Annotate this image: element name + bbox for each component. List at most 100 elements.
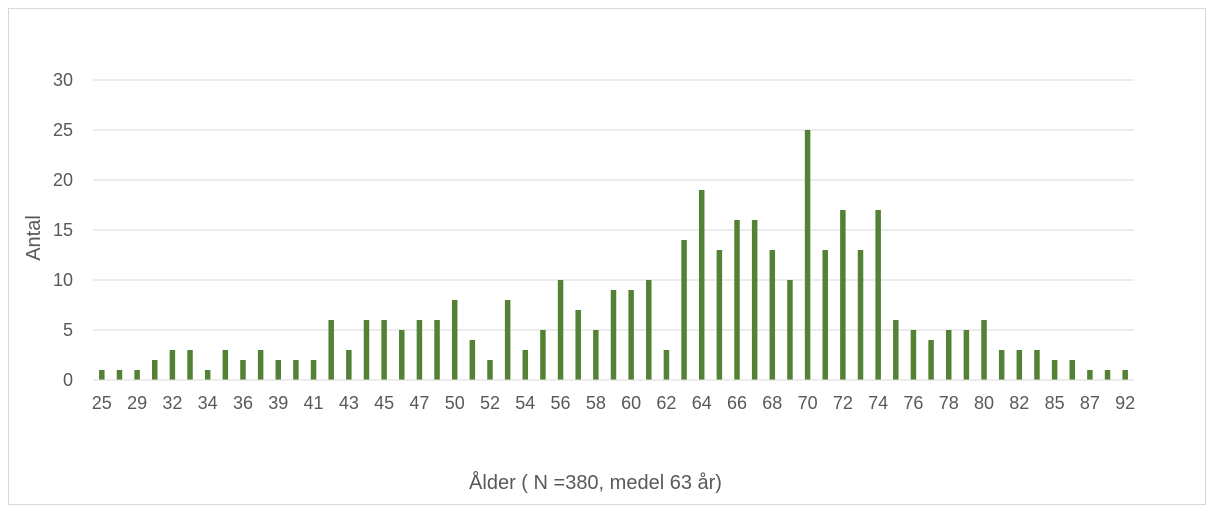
bar-age-81 (998, 350, 1005, 380)
bar-age-64 (698, 190, 705, 380)
x-tick-label: 70 (798, 393, 818, 413)
x-tick-label: 39 (268, 393, 288, 413)
bar-age-40 (293, 360, 299, 380)
chart-container: 0 5 10 15 20 25 30 25 29 32 34 36 39 41 43 45 47 50 52 54 5… (8, 8, 1206, 505)
bar-age-41 (310, 360, 317, 380)
bar-age-92 (1122, 370, 1128, 380)
bar-age-44 (363, 320, 370, 380)
x-tick-label: 87 (1080, 393, 1100, 413)
x-tick-label: 92 (1115, 393, 1135, 413)
x-tick-label: 32 (162, 393, 182, 413)
x-tick-label: 62 (656, 393, 676, 413)
bar-age-27 (116, 370, 123, 380)
bar-age-59 (610, 290, 617, 380)
bar-age-61 (646, 280, 652, 380)
y-tick-label: 5 (63, 320, 73, 340)
x-tick-label: 58 (586, 393, 606, 413)
x-tick-label: 60 (621, 393, 641, 413)
y-tick-label: 0 (63, 370, 73, 390)
y-tick-label: 15 (53, 220, 73, 240)
y-tick-label: 30 (53, 70, 73, 90)
bar-age-87 (1087, 370, 1093, 380)
bar-age-51 (469, 340, 476, 380)
x-tick-label: 50 (445, 393, 465, 413)
x-tick-label: 68 (762, 393, 782, 413)
x-tick-label: 41 (304, 393, 324, 413)
bar-age-32 (169, 350, 176, 380)
bar-age-39 (275, 360, 282, 380)
bar-age-73 (857, 250, 864, 380)
y-axis-ticks: 0 5 10 15 20 25 30 (53, 70, 73, 390)
bar-age-45 (381, 320, 387, 380)
bar-age-71 (822, 250, 828, 380)
bar-age-72 (840, 210, 846, 380)
bar-age-42 (328, 320, 334, 380)
x-tick-label: 34 (198, 393, 218, 413)
x-axis-title: Ålder ( N =380, medel 63 år) (469, 471, 722, 494)
x-tick-label: 64 (692, 393, 712, 413)
bar-age-54 (522, 350, 529, 380)
bar-age-79 (963, 330, 970, 380)
bar-age-85 (1051, 360, 1058, 380)
bar-age-43 (346, 350, 352, 380)
bar-age-25 (99, 370, 105, 380)
bar-age-55 (540, 330, 546, 380)
bar-age-36 (240, 360, 246, 380)
x-tick-label: 85 (1045, 393, 1065, 413)
bar-age-49 (434, 320, 440, 380)
bar-age-82 (1016, 350, 1023, 380)
bar-age-63 (681, 240, 687, 380)
bar-age-69 (787, 280, 793, 380)
x-tick-label: 74 (868, 393, 888, 413)
x-tick-label: 78 (939, 393, 959, 413)
gridlines (93, 79, 1134, 331)
y-tick-label: 20 (53, 170, 73, 190)
bar-age-68 (769, 250, 776, 380)
x-tick-label: 54 (515, 393, 535, 413)
x-axis-ticks: 25 29 32 34 36 39 41 43 45 47 50 52 54 56 58 60 62 64 66 68… (92, 393, 1135, 413)
y-tick-label: 10 (53, 270, 73, 290)
bar-age-35 (222, 350, 229, 380)
bar-age-29 (134, 370, 140, 380)
bar-age-76 (910, 330, 917, 380)
x-tick-label: 66 (727, 393, 747, 413)
bar-age-88 (1104, 370, 1111, 380)
bar-age-65 (716, 250, 723, 380)
bar-age-66 (734, 220, 740, 380)
bar-age-37 (257, 350, 264, 380)
bar-age-62 (663, 350, 670, 380)
x-tick-label: 29 (127, 393, 147, 413)
x-tick-label: 76 (903, 393, 923, 413)
bar-age-86 (1069, 360, 1075, 380)
bar-age-53 (504, 300, 511, 380)
bar-age-78 (945, 330, 952, 380)
x-tick-label: 52 (480, 393, 500, 413)
bar-age-58 (593, 330, 599, 380)
x-tick-label: 36 (233, 393, 253, 413)
x-tick-label: 43 (339, 393, 359, 413)
bar-age-47 (416, 320, 423, 380)
bar-age-46 (399, 330, 405, 380)
bars (99, 130, 1128, 380)
bar-chart: 0 5 10 15 20 25 30 25 29 32 34 36 39 41 43 45 47 50 52 54 5… (23, 70, 1135, 494)
x-tick-label: 56 (551, 393, 571, 413)
bar-age-74 (875, 210, 881, 380)
x-tick-label: 72 (833, 393, 853, 413)
bar-age-34 (204, 370, 211, 380)
bar-age-31 (152, 360, 158, 380)
bar-age-60 (628, 290, 634, 380)
bar-age-70 (804, 130, 811, 380)
bar-age-33 (187, 350, 193, 380)
bar-age-83 (1034, 350, 1040, 380)
x-tick-label: 80 (974, 393, 994, 413)
bar-age-57 (575, 310, 581, 380)
bar-age-52 (487, 360, 493, 380)
bar-age-77 (928, 340, 934, 380)
x-tick-label: 25 (92, 393, 112, 413)
bar-age-50 (451, 300, 458, 380)
bar-age-80 (981, 320, 987, 380)
y-tick-label: 25 (53, 120, 73, 140)
y-axis-title: Antal (23, 215, 45, 261)
x-tick-label: 82 (1009, 393, 1029, 413)
x-tick-label: 45 (374, 393, 394, 413)
